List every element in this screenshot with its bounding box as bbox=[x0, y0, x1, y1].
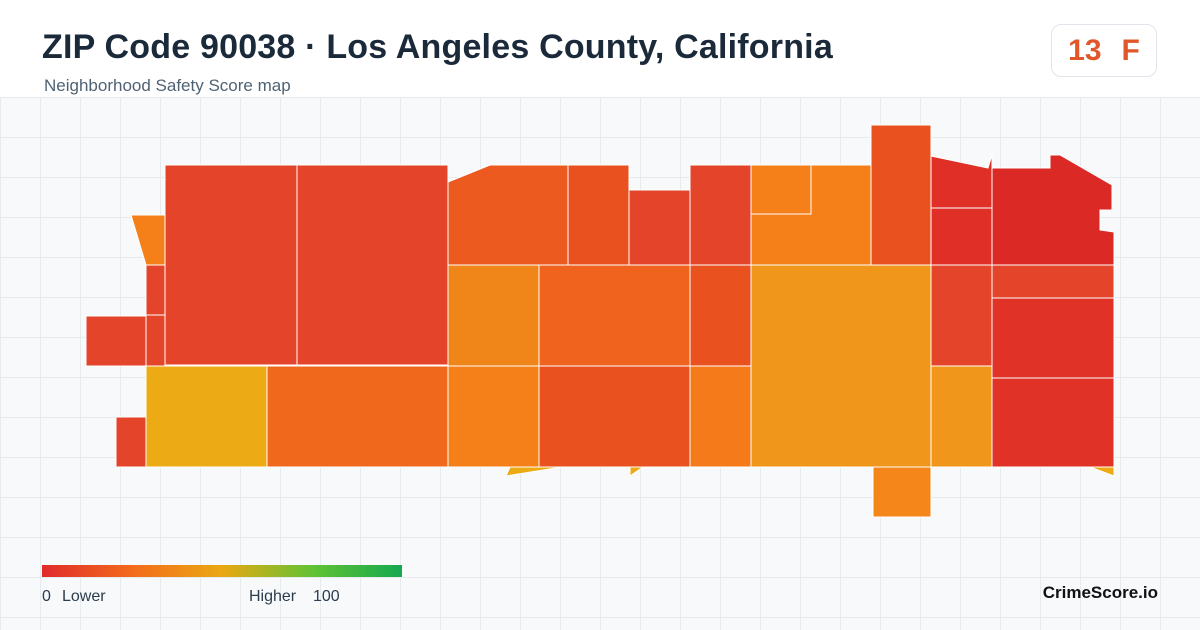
score-value: 13 bbox=[1068, 33, 1102, 67]
safety-score-badge: 13 F bbox=[1051, 24, 1157, 77]
map-tile[interactable] bbox=[164, 164, 298, 366]
legend-high-label: Higher bbox=[249, 588, 297, 605]
legend-min-label: 0 bbox=[42, 588, 51, 605]
map-tile[interactable] bbox=[689, 164, 752, 266]
map-tile[interactable] bbox=[930, 365, 993, 468]
map-tile[interactable] bbox=[447, 365, 540, 468]
map-tile[interactable] bbox=[750, 264, 932, 468]
legend-gradient-bar bbox=[42, 565, 402, 577]
map-tile[interactable] bbox=[629, 466, 645, 477]
score-grade: F bbox=[1121, 33, 1140, 67]
map-tile[interactable] bbox=[145, 365, 268, 468]
map-tile[interactable] bbox=[266, 365, 449, 468]
map-tile[interactable] bbox=[1089, 466, 1115, 477]
map-tile[interactable] bbox=[991, 377, 1115, 468]
page-title: ZIP Code 90038 · Los Angeles County, Cal… bbox=[42, 28, 833, 66]
map-tile[interactable] bbox=[115, 416, 147, 468]
map-tile[interactable] bbox=[130, 214, 166, 266]
legend-low-label: Lower bbox=[62, 588, 106, 605]
map-tile[interactable] bbox=[689, 365, 752, 468]
map-tile[interactable] bbox=[505, 466, 563, 477]
map-tile[interactable] bbox=[567, 164, 630, 266]
map-tile[interactable] bbox=[145, 314, 166, 367]
map-tile[interactable] bbox=[85, 315, 147, 367]
brand-logo[interactable]: CrimeScore.io bbox=[1042, 583, 1158, 602]
legend-max-label: 100 bbox=[313, 588, 340, 605]
map-tile[interactable] bbox=[991, 264, 1115, 299]
map-tile[interactable] bbox=[296, 164, 449, 366]
map-tile[interactable] bbox=[930, 207, 993, 266]
map-tiles bbox=[85, 124, 1115, 518]
page-subtitle: Neighborhood Safety Score map bbox=[44, 76, 291, 95]
map-tile[interactable] bbox=[628, 189, 691, 266]
map-tile[interactable] bbox=[870, 124, 932, 266]
map-tile[interactable] bbox=[750, 164, 812, 215]
header-band bbox=[0, 0, 1200, 98]
map-tile[interactable] bbox=[872, 466, 932, 518]
map-tile[interactable] bbox=[930, 264, 993, 367]
map-tile[interactable] bbox=[930, 154, 993, 209]
map-tile[interactable] bbox=[538, 365, 691, 468]
map-tile[interactable] bbox=[447, 264, 540, 367]
map-tile[interactable] bbox=[991, 297, 1115, 379]
map-tile[interactable] bbox=[689, 264, 752, 367]
map-tile[interactable] bbox=[447, 164, 569, 266]
map-tile[interactable] bbox=[991, 154, 1115, 266]
map-tile[interactable] bbox=[145, 264, 166, 316]
map-tile[interactable] bbox=[538, 264, 691, 367]
